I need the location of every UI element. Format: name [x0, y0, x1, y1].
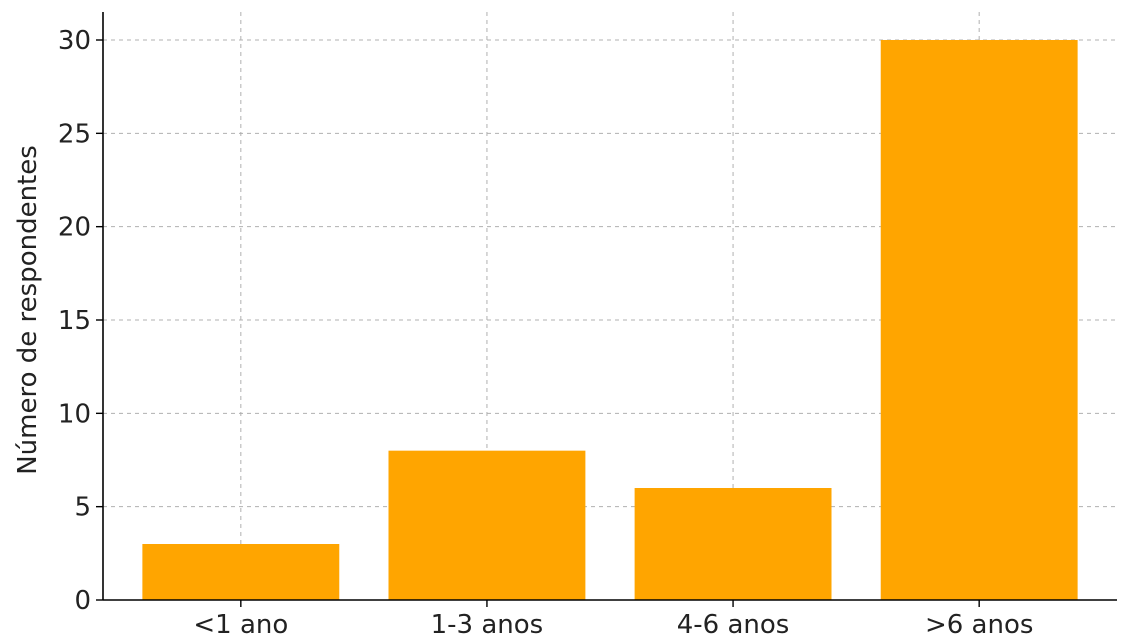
x-tick-label: <1 ano [193, 610, 288, 635]
y-tick-label: 0 [74, 586, 91, 616]
y-tick-label: 30 [58, 26, 91, 56]
y-tick-labels: 0 5 10 15 20 25 30 [58, 26, 103, 616]
axes-layer [102, 12, 1117, 601]
bar-4 [880, 40, 1078, 600]
y-tick-label: 15 [58, 306, 91, 336]
y-tick-label: 25 [58, 119, 91, 149]
x-tick-label: >6 anos [925, 610, 1033, 635]
y-tick-label: 20 [58, 213, 91, 243]
bar-3 [634, 488, 832, 600]
x-tick-labels: <1 ano 1-3 anos 4-6 anos >6 anos [193, 600, 1033, 635]
bar-1 [142, 544, 340, 600]
y-tick-label: 5 [74, 493, 91, 523]
x-tick-label: 4-6 anos [677, 610, 790, 635]
bar-2 [388, 450, 586, 600]
x-tick-label: 1-3 anos [431, 610, 544, 635]
y-tick-label: 10 [58, 399, 91, 429]
bars-layer [142, 40, 1078, 600]
y-axis-title: Número de respondentes [13, 145, 43, 475]
